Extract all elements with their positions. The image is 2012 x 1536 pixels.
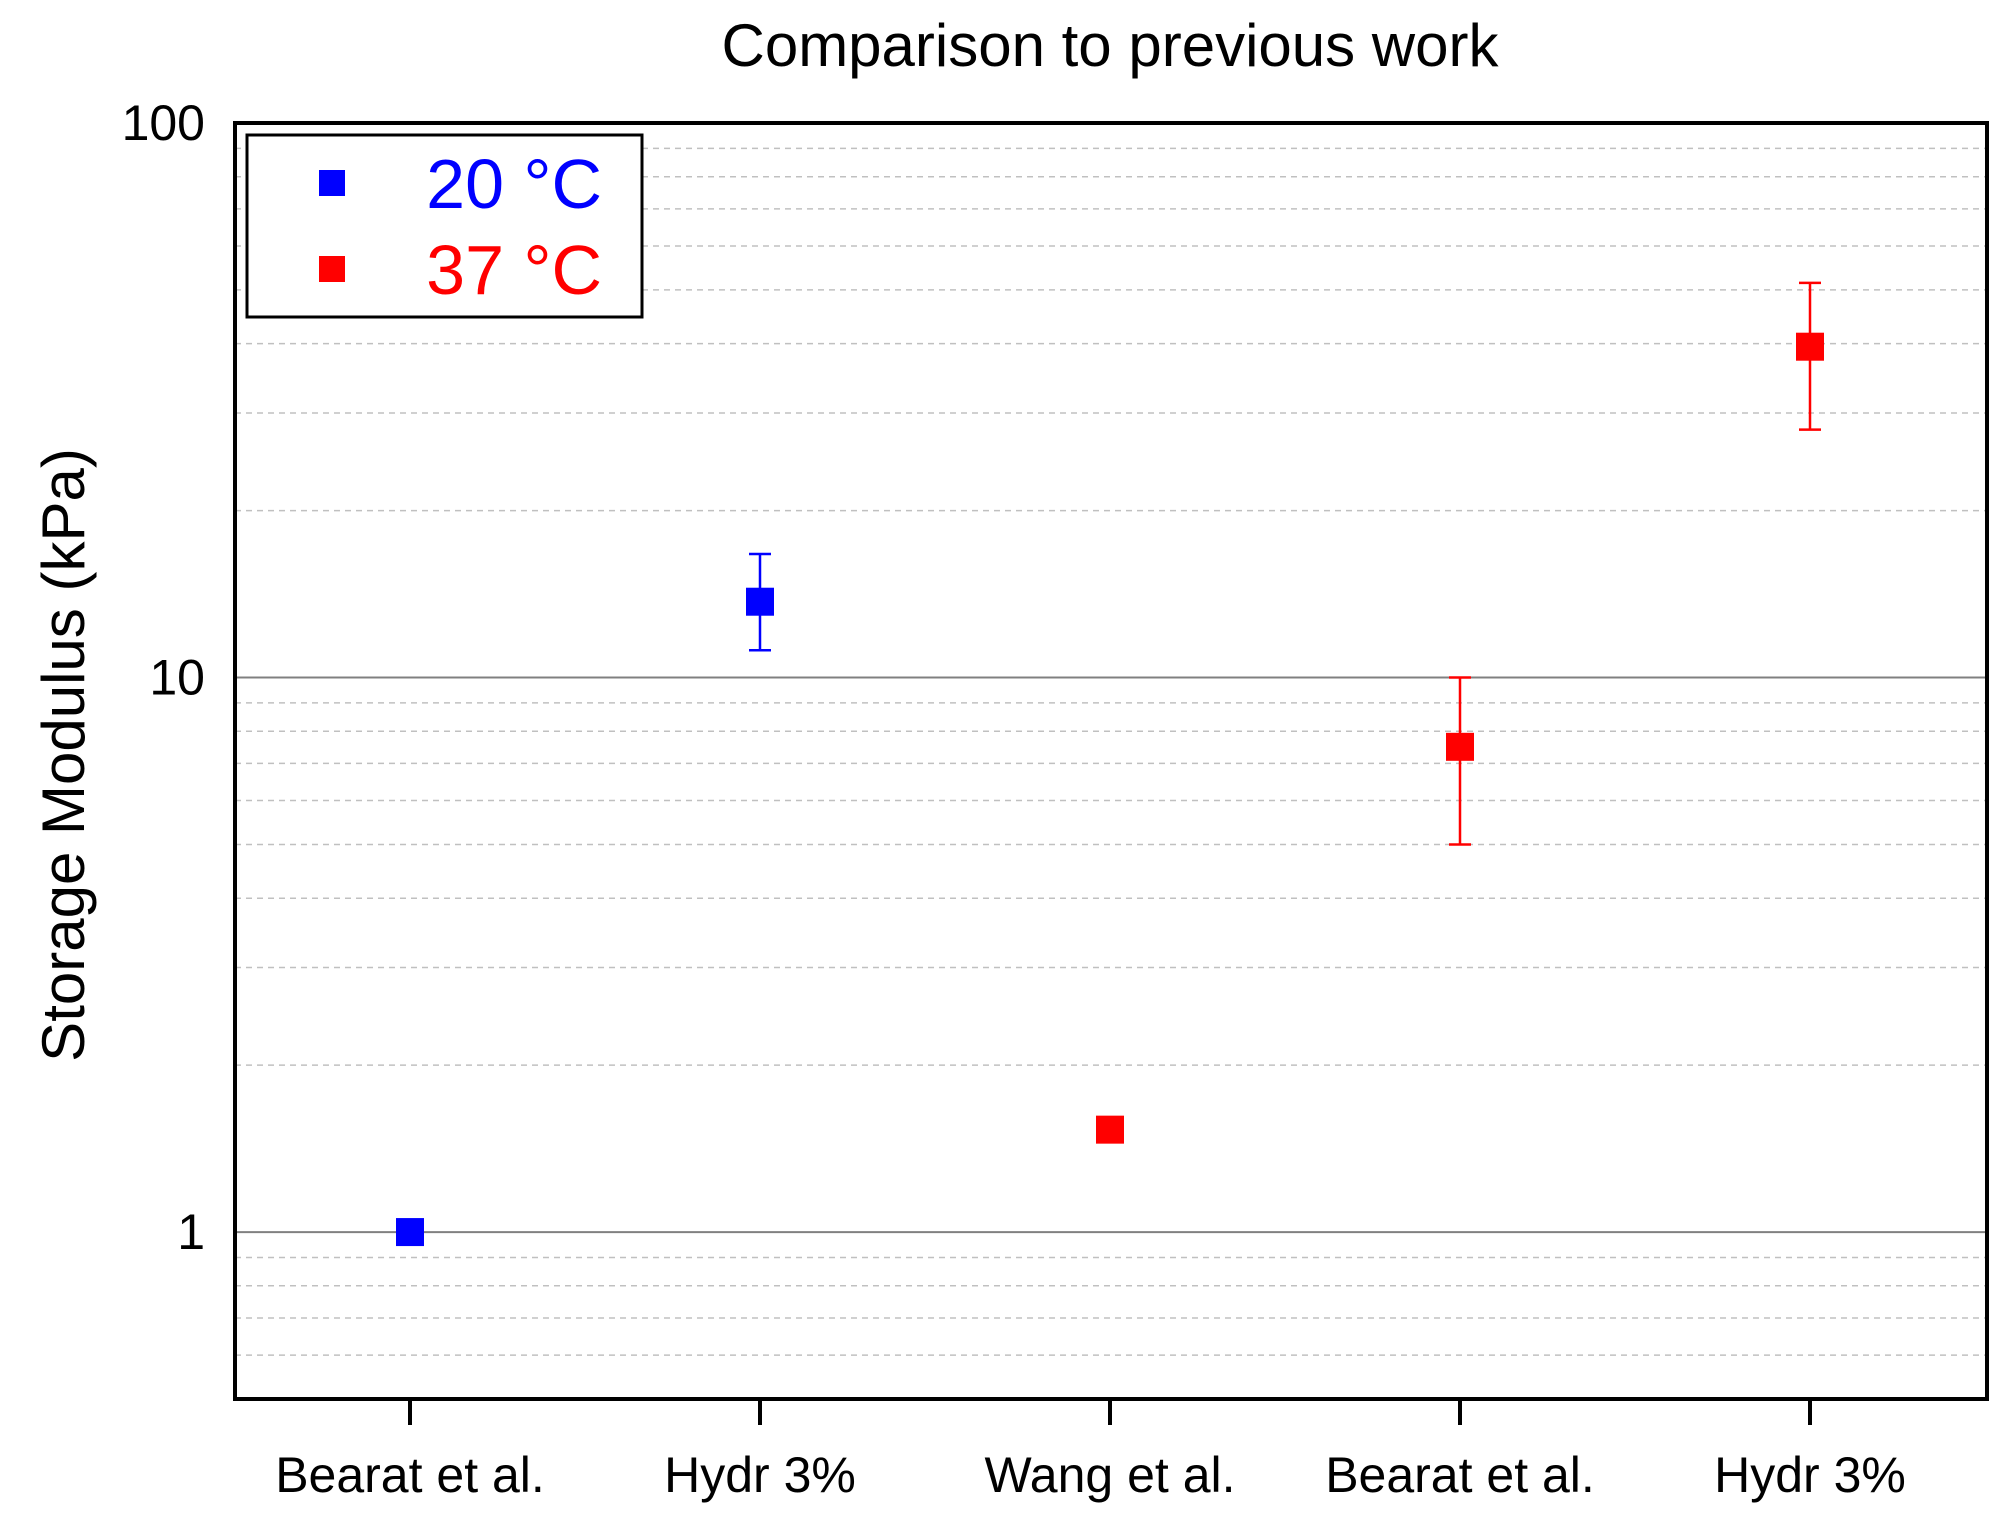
y-axis-ticks: 1 10 100 xyxy=(122,95,205,1260)
x-tick-label: Hydr 3% xyxy=(1714,1447,1906,1503)
grid-lines xyxy=(235,147,1987,1356)
x-tick-label: Hydr 3% xyxy=(664,1447,856,1503)
data-point xyxy=(1096,1115,1124,1144)
legend-label: 20 °C xyxy=(426,145,602,223)
y-axis-label: Storage Modulus (kPa) xyxy=(30,448,97,1062)
legend-marker xyxy=(319,256,345,282)
y-tick-label: 10 xyxy=(149,650,205,706)
x-tick-label: Bearat et al. xyxy=(275,1447,545,1503)
y-tick-label: 100 xyxy=(122,95,205,151)
data-points xyxy=(396,281,1824,1247)
data-point xyxy=(1796,332,1824,361)
x-tick-label: Wang et al. xyxy=(984,1447,1235,1503)
legend-label: 37 °C xyxy=(426,231,602,309)
y-tick-label: 1 xyxy=(177,1204,205,1260)
data-point xyxy=(396,1218,424,1247)
legend-marker xyxy=(319,170,345,196)
x-tick-label: Bearat et al. xyxy=(1325,1447,1595,1503)
x-axis-ticks: Bearat et al. Hydr 3% Wang et al. Bearat et… xyxy=(275,1399,1906,1503)
legend-box xyxy=(245,133,644,319)
chart-title: Comparison to previous work xyxy=(722,12,1500,79)
data-point xyxy=(746,587,774,616)
legend: 20 °C 37 °C xyxy=(245,133,644,319)
data-point xyxy=(1446,732,1474,761)
